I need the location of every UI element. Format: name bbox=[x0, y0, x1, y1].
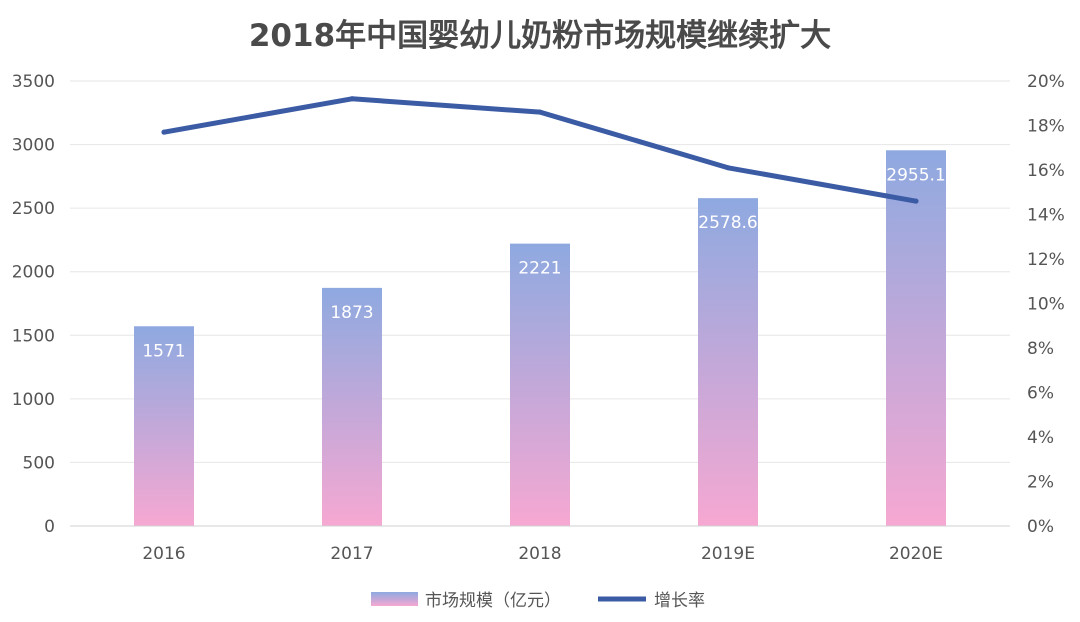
x-tick-label: 2019E bbox=[701, 544, 755, 564]
right-axis: 0% 2% 4% 6% 8% 10% 12% 14% 16% 18% 20% bbox=[1027, 72, 1065, 537]
left-tick-label: 500 bbox=[23, 453, 55, 473]
legend-bar-swatch bbox=[371, 592, 418, 606]
bar bbox=[510, 243, 570, 526]
left-axis: 0 500 1000 1500 2000 2500 3000 3500 bbox=[12, 72, 55, 537]
bar-data-label: 1571 bbox=[142, 341, 185, 361]
bar-series bbox=[134, 150, 946, 527]
left-tick-label: 0 bbox=[44, 517, 55, 537]
right-tick-label: 4% bbox=[1027, 428, 1054, 448]
right-tick-label: 18% bbox=[1027, 117, 1065, 137]
bar-data-label: 2221 bbox=[518, 259, 561, 279]
line-point bbox=[537, 109, 543, 115]
legend-line-label: 增长率 bbox=[654, 591, 705, 611]
bar-data-label: 1873 bbox=[330, 303, 373, 323]
bar-data-label: 2955.1 bbox=[886, 165, 945, 185]
left-tick-label: 2000 bbox=[12, 263, 55, 283]
line-point bbox=[349, 96, 355, 102]
line-point bbox=[161, 129, 167, 135]
right-tick-label: 14% bbox=[1027, 206, 1065, 226]
line-point bbox=[725, 165, 731, 171]
x-axis: 2016 2017 2018 2019E 2020E bbox=[70, 525, 1010, 564]
right-tick-label: 16% bbox=[1027, 161, 1065, 181]
left-tick-label: 3000 bbox=[12, 136, 55, 156]
right-tick-label: 0% bbox=[1027, 517, 1054, 537]
right-tick-label: 8% bbox=[1027, 339, 1054, 359]
right-tick-label: 12% bbox=[1027, 250, 1065, 270]
bar bbox=[134, 326, 194, 526]
legend-bar-label: 市场规模（亿元） bbox=[425, 591, 561, 611]
right-tick-label: 2% bbox=[1027, 473, 1054, 493]
right-tick-label: 20% bbox=[1027, 72, 1065, 92]
x-tick-label: 2016 bbox=[142, 544, 185, 564]
line-series bbox=[161, 96, 919, 204]
right-tick-label: 10% bbox=[1027, 295, 1065, 315]
right-tick-label: 6% bbox=[1027, 384, 1054, 404]
bar bbox=[698, 198, 758, 527]
left-tick-label: 3500 bbox=[12, 72, 55, 92]
left-tick-label: 2500 bbox=[12, 199, 55, 219]
left-tick-label: 1500 bbox=[12, 326, 55, 346]
legend: 市场规模（亿元） 增长率 bbox=[371, 591, 705, 611]
x-tick-label: 2020E bbox=[889, 544, 943, 564]
x-tick-label: 2017 bbox=[330, 544, 373, 564]
bar bbox=[886, 150, 946, 526]
bar bbox=[322, 287, 382, 526]
chart-title: 2018年中国婴幼儿奶粉市场规模继续扩大 bbox=[249, 18, 831, 54]
left-tick-label: 1000 bbox=[12, 390, 55, 410]
bar-data-labels: 1571 1873 2221 2578.6 2955.1 bbox=[142, 165, 945, 361]
line-point bbox=[913, 198, 919, 204]
bar-data-label: 2578.6 bbox=[698, 213, 757, 233]
x-tick-label: 2018 bbox=[518, 544, 561, 564]
